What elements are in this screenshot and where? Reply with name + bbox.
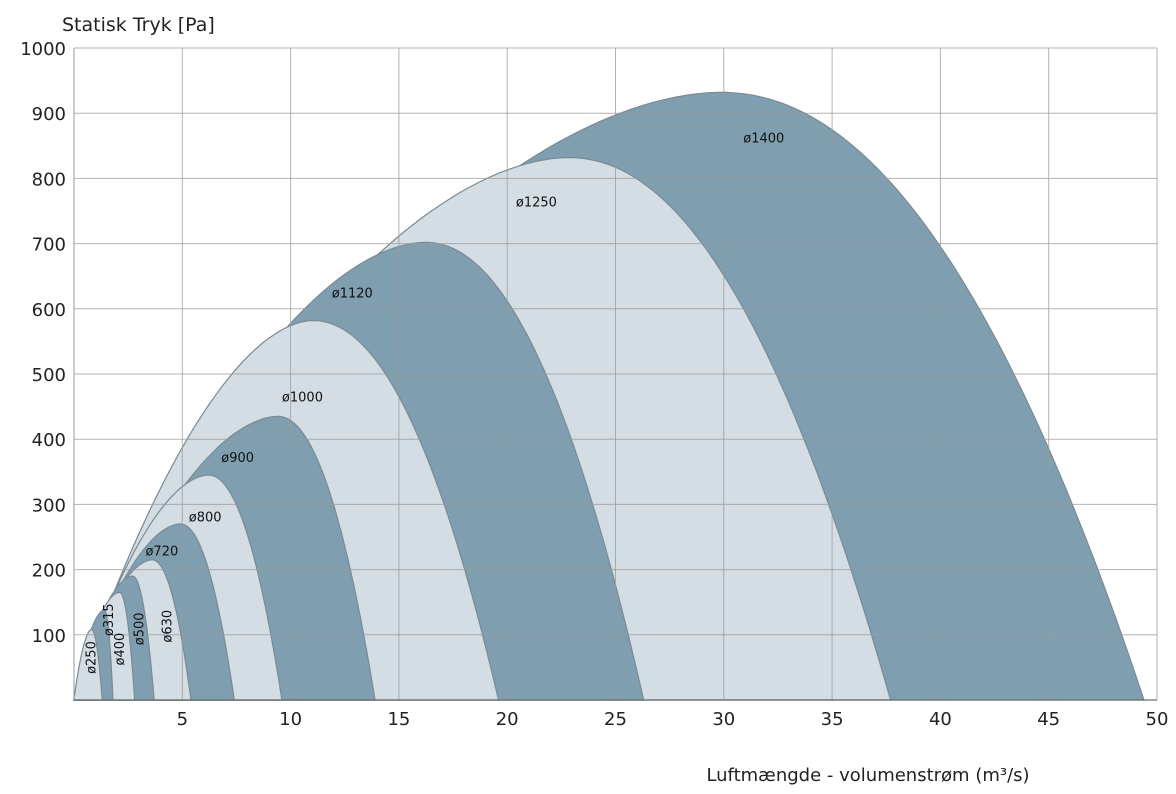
x-tick-label: 45 (1037, 709, 1060, 730)
x-tick-label: 35 (821, 709, 844, 730)
x-tick-label: 50 (1146, 709, 1169, 730)
x-tick-label: 5 (177, 709, 188, 730)
y-tick-label: 600 (32, 300, 66, 321)
y-tick-label: 500 (32, 365, 66, 386)
region-label-d1400: ø1400 (743, 132, 784, 147)
y-tick-label: 700 (32, 235, 66, 256)
region-label-d900: ø900 (221, 451, 254, 466)
region-label-d630: ø630 (160, 610, 175, 643)
region-label-d250: ø250 (85, 641, 100, 674)
y-tick-label: 100 (32, 626, 66, 647)
region-label-d800: ø800 (189, 510, 222, 525)
x-tick-label: 15 (387, 709, 410, 730)
region-label-d315: ø315 (102, 603, 117, 636)
region-labels-layer: ø1400 ø1250 ø1120 ø1000 ø900 ø800 ø720 ø630 ø500… (85, 132, 785, 674)
ticks-layer: 5 10 15 20 25 30 35 40 45 50 100 200 300 400 500 600 700… (20, 39, 1168, 730)
region-label-d1000: ø1000 (282, 390, 323, 405)
y-tick-label: 200 (32, 561, 66, 582)
x-tick-label: 10 (279, 709, 302, 730)
region-label-d1120: ø1120 (332, 287, 373, 302)
x-tick-label: 25 (604, 709, 627, 730)
y-tick-label: 900 (32, 104, 66, 125)
region-d250 (73, 629, 103, 701)
y-tick-label: 800 (32, 169, 66, 190)
region-label-d1250: ø1250 (516, 195, 557, 210)
x-tick-label: 20 (496, 709, 519, 730)
y-tick-label: 300 (32, 495, 66, 516)
regions-layer (73, 48, 1157, 701)
x-tick-label: 30 (712, 709, 735, 730)
y-tick-label: 1000 (20, 39, 66, 60)
grid-layer (73, 47, 1158, 701)
x-tick-label: 40 (929, 709, 952, 730)
region-label-d720: ø720 (145, 544, 178, 559)
y-tick-label: 400 (32, 430, 66, 451)
region-label-d500: ø500 (132, 612, 147, 645)
region-label-d400: ø400 (113, 633, 128, 666)
x-axis-label: Luftmængde - volumenstrøm (m³/s) (706, 765, 1029, 786)
y-axis-label: Statisk Tryk [Pa] (62, 14, 215, 36)
